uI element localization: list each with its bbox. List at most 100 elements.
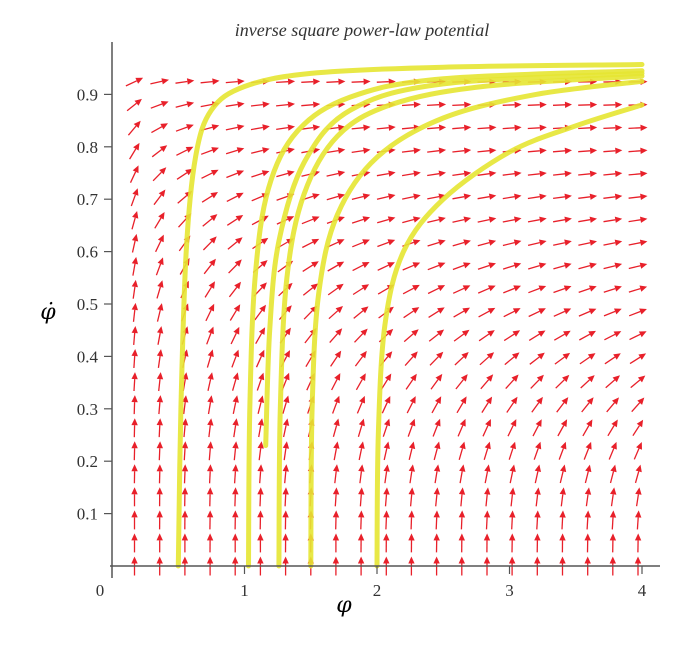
y-tick-label: 0.1 [77,505,98,524]
field-arrow [634,533,642,553]
field-arrow [502,193,522,200]
field-arrow [559,464,567,484]
field-arrow [628,285,648,293]
field-arrow [631,397,645,413]
field-arrow [528,262,547,270]
field-arrow [131,510,138,530]
field-arrow [333,441,340,461]
field-arrow [458,533,465,553]
field-arrow [181,533,189,553]
field-arrow [402,284,420,295]
field-arrow [509,510,516,530]
field-arrow [358,441,365,461]
field-arrow [452,193,472,200]
field-arrow [530,374,544,389]
field-arrow [202,236,217,251]
field-arrow [355,373,366,391]
field-arrow [156,395,164,415]
field-arrow [225,124,245,131]
field-arrow [228,281,241,298]
field-arrow [129,142,140,160]
field-arrow [634,464,642,484]
field-arrow [427,170,446,177]
field-arrow [150,101,169,109]
field-arrow [282,395,290,414]
field-arrow [603,170,623,177]
field-arrow [156,464,163,484]
field-arrow [152,167,167,182]
field-arrow [503,285,521,294]
field-arrow [232,441,239,461]
y-tick-label: 0.8 [77,138,98,157]
field-arrow [129,165,139,183]
field-arrow [156,280,164,299]
field-arrow [603,308,622,317]
field-arrow [181,510,189,530]
field-arrow [527,101,547,108]
field-arrow [553,170,572,177]
field-arrow [402,216,421,224]
field-arrow [604,353,621,365]
field-arrow [477,216,497,223]
field-arrow [559,487,566,507]
field-arrow [232,510,239,530]
field-arrow [207,464,214,484]
field-arrow [282,418,290,438]
field-arrow [203,258,216,275]
field-arrow [175,78,195,85]
field-arrow [579,353,596,365]
field-arrow [207,395,214,415]
field-arrow [250,101,270,108]
field-arrow [401,101,421,108]
field-arrow [131,441,138,461]
field-arrow [477,147,497,154]
field-arrow [131,372,138,392]
field-arrow [484,464,491,484]
field-arrow [553,262,572,270]
field-arrow [427,285,446,295]
field-arrow [503,308,521,318]
field-arrow [427,101,447,108]
field-arrow [175,124,194,132]
field-arrow [578,308,597,317]
field-arrow [502,101,522,108]
field-arrow [251,170,270,178]
field-arrow [131,418,138,438]
field-arrow [531,396,543,413]
field-arrow [407,418,416,437]
field-arrow [628,193,648,200]
field-arrow [427,124,447,131]
y-tick-label: 0.3 [77,400,98,419]
field-arrow [609,510,617,530]
field-arrow [459,464,466,484]
field-arrow [534,464,541,484]
field-arrow [527,239,547,247]
field-arrow [232,533,239,553]
field-arrow [628,170,648,177]
field-arrow [427,216,446,224]
field-arrow [131,302,138,322]
trajectory-line [246,68,645,569]
field-arrow [635,510,642,530]
field-arrow [356,395,365,414]
field-arrow [157,326,164,345]
field-arrow [206,487,214,507]
field-arrow [207,441,214,461]
field-arrow [232,487,239,507]
field-arrow [527,193,547,200]
field-arrow [352,239,370,248]
field-arrow [156,487,163,507]
field-arrow [326,170,346,177]
field-arrow [402,262,421,271]
y-ticks: 0.1 0.2 0.3 0.4 0.5 0.6 0.7 0.8 0.9 [77,85,112,524]
field-arrow [629,353,647,365]
field-arrow [276,124,295,131]
field-arrow [131,487,138,507]
trajectory-line [175,62,645,569]
field-arrow [201,169,219,179]
field-arrow [431,396,442,414]
field-arrow [528,285,547,294]
field-arrow [405,373,417,390]
field-arrow [603,147,623,154]
